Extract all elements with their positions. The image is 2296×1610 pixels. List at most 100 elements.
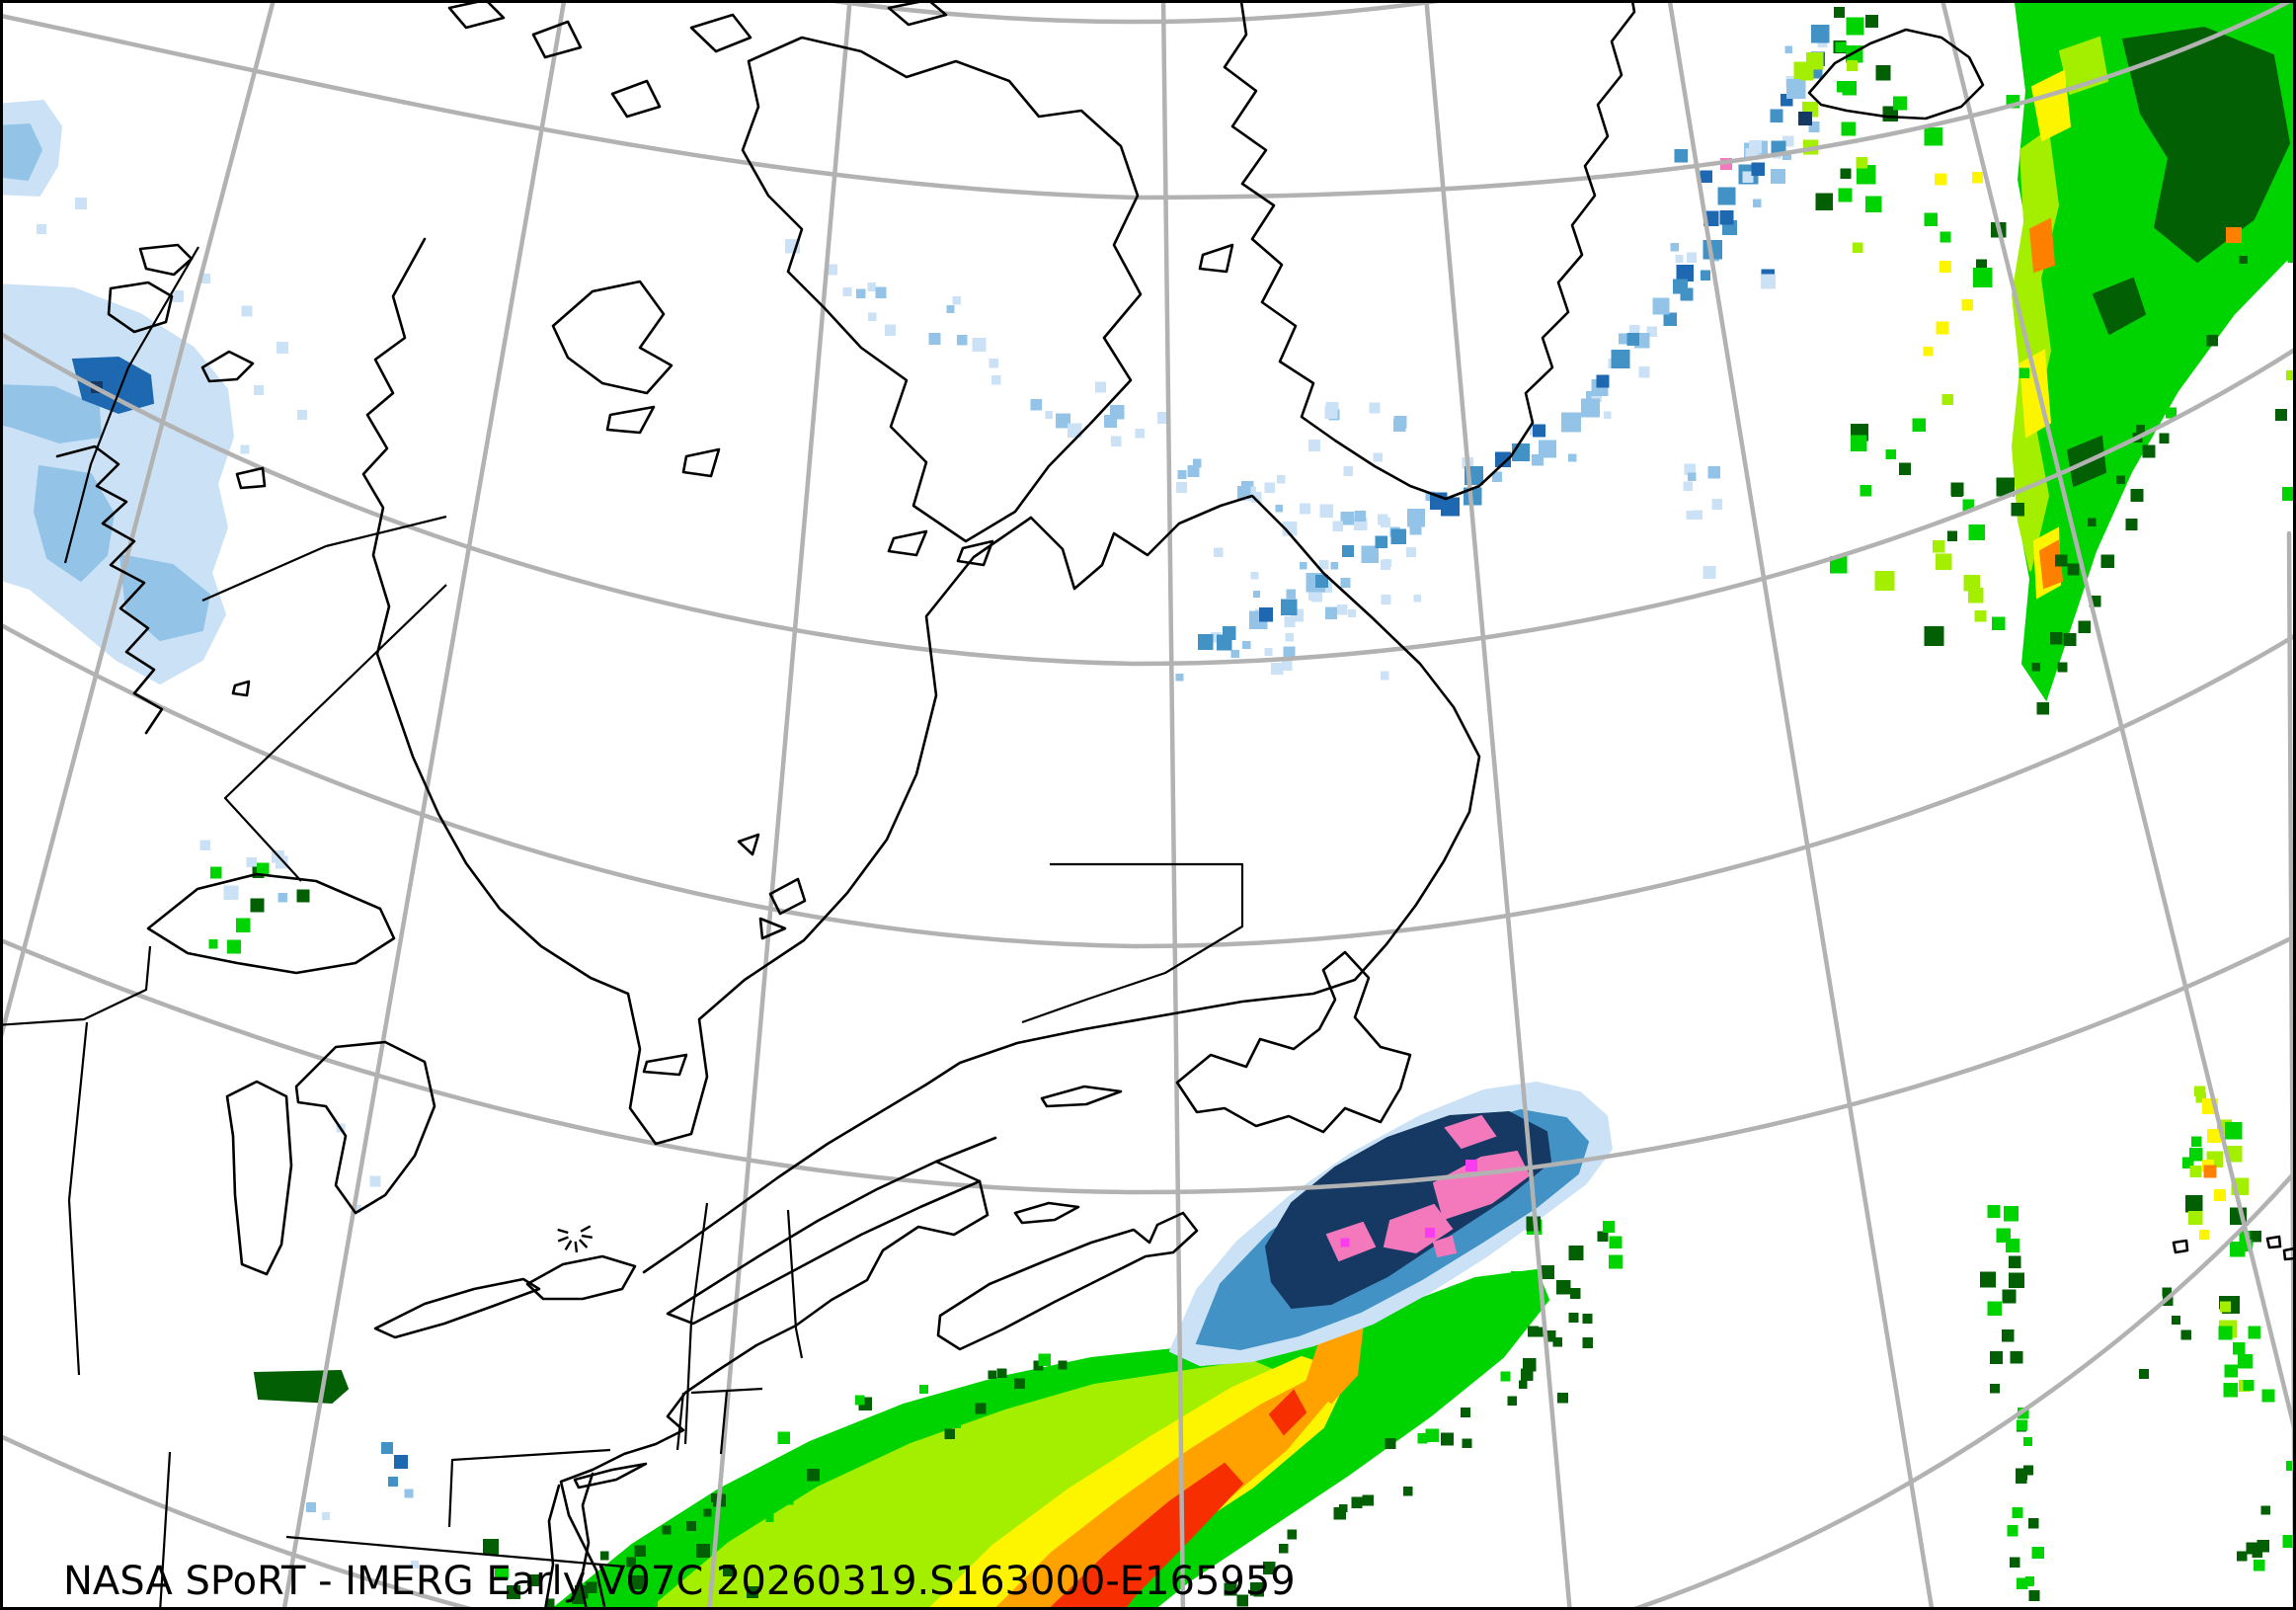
storm-edge-speckle-left	[545, 1353, 1068, 1608]
atl-band-orange-2	[2038, 539, 2064, 590]
ny-pa-border	[447, 1448, 611, 1528]
storm-pink-4	[1444, 1114, 1497, 1150]
parallel-6	[0, 1167, 2296, 1610]
arctic-islet-3	[531, 20, 583, 59]
meridian-1	[0, 0, 277, 1043]
parallel-4	[0, 621, 2296, 949]
nw-cell-1-mid	[0, 122, 43, 182]
storm-pink-5	[1432, 1235, 1458, 1258]
storm-east-dots	[1519, 1313, 1594, 1404]
meridian-7	[1940, 0, 2296, 1438]
kivalliq-islet-1	[200, 350, 255, 383]
sable-islet-1	[2172, 1239, 2189, 1254]
quebec-labrador-border	[1021, 862, 1244, 1024]
atl-band-darkcore	[2121, 26, 2291, 264]
atl-blue-cluster	[1673, 140, 1785, 294]
kivalliq-islet-2	[235, 466, 267, 490]
newfoundland	[1175, 950, 1412, 1134]
iceland	[1807, 28, 1985, 121]
ontario-manitoba-border	[223, 584, 447, 882]
disko-island	[1198, 243, 1234, 274]
product-title-label: NASA SPoRT - IMERG Early V07C 20260319.S…	[63, 1559, 1296, 1604]
southampton-island	[551, 280, 673, 395]
midatl-scatter-arc	[785, 238, 1400, 537]
gaspe-south-shore	[666, 1136, 997, 1326]
manitoba-60n-border	[201, 515, 447, 603]
coastline-layer	[55, 0, 2296, 1610]
akimiski-island	[642, 1053, 688, 1077]
ungava-labrador-coast	[924, 494, 1481, 1087]
kivalliq-inlets	[55, 444, 164, 735]
belcher-islands	[737, 833, 807, 940]
atl-band-yellow-1	[2030, 69, 2072, 142]
lake-superior	[146, 872, 396, 975]
atl-band-orange-1	[2028, 217, 2056, 274]
us-canada-border-west	[0, 945, 152, 1026]
salisbury-island	[887, 529, 928, 557]
lake-huron	[294, 1040, 436, 1215]
greenland	[1223, 0, 1636, 501]
wisconsin-cluster	[199, 840, 310, 954]
storm-pink-2	[1383, 1203, 1454, 1254]
storm-pink-3	[1325, 1221, 1377, 1262]
meridian-2	[281, 0, 567, 1610]
storm-tip-darks	[483, 1521, 758, 1610]
kivalliq-islet-5	[231, 680, 251, 697]
atl-left-yellows	[1923, 172, 1984, 357]
se-column-greens	[2182, 1086, 2275, 1403]
chesapeake-bay-east	[579, 1472, 594, 1610]
east-coast-us	[559, 1179, 990, 1608]
pa-west-border	[159, 1451, 172, 1610]
vermont-border	[683, 1202, 709, 1445]
midatl-dense-band	[1197, 25, 1830, 651]
se-column-hot	[2199, 227, 2296, 1240]
se-column-low	[2237, 1460, 2296, 1571]
meridian-5	[1424, 0, 1572, 1610]
storm-red-upper	[1268, 1389, 1307, 1436]
starburst-symbol	[557, 1225, 593, 1253]
chesapeake-bay-west	[543, 1484, 561, 1610]
lake-ontario	[525, 1254, 637, 1301]
anticosti-island	[1040, 1085, 1123, 1108]
st-lawrence-north-shore	[642, 1083, 928, 1274]
mason-dixon-border	[285, 1535, 625, 1569]
parallel-3	[0, 330, 2296, 667]
connecticut-border-2	[719, 1390, 729, 1455]
minnesota-border	[67, 1021, 89, 1376]
storm-red	[1047, 1462, 1244, 1610]
mansel-island	[681, 447, 721, 478]
political-borders-layer	[0, 246, 1244, 1610]
new-hampshire-border	[786, 1209, 804, 1359]
baffin-island	[741, 36, 1143, 543]
meridian-4	[1160, 0, 1186, 1610]
meridian-3	[707, 0, 852, 1610]
meridian-6	[1667, 0, 1935, 1610]
storm-east-greens	[1511, 1216, 1623, 1299]
atl-band-dark-2	[2092, 277, 2147, 336]
nottingham-island	[956, 539, 994, 567]
lake-erie	[373, 1277, 541, 1339]
nova-scotia	[936, 1211, 1199, 1351]
atl-band-edge-speckle	[2031, 252, 2296, 715]
greenland-south-blues	[1307, 401, 1407, 476]
coats-island	[605, 405, 656, 435]
hudson-bay-shore	[361, 237, 1033, 1146]
parallel-5	[0, 932, 2296, 1195]
nw-cell-2-mid-c	[119, 553, 211, 642]
parallel-1	[811, 0, 1461, 25]
territory-border-nw	[63, 246, 199, 564]
arctic-islet-1	[689, 13, 752, 53]
long-island	[573, 1462, 648, 1489]
arctic-islet-2	[610, 79, 662, 119]
map-extras-layer	[557, 1225, 593, 1253]
kivalliq-islet-4	[138, 243, 194, 277]
nw-cell-2-core	[71, 356, 155, 415]
kivalliq-islet-3	[107, 281, 174, 334]
lake-michigan	[225, 1080, 293, 1276]
storm-edge-speckle-right	[1224, 1326, 1562, 1607]
penn-dark-strip	[253, 1369, 350, 1405]
